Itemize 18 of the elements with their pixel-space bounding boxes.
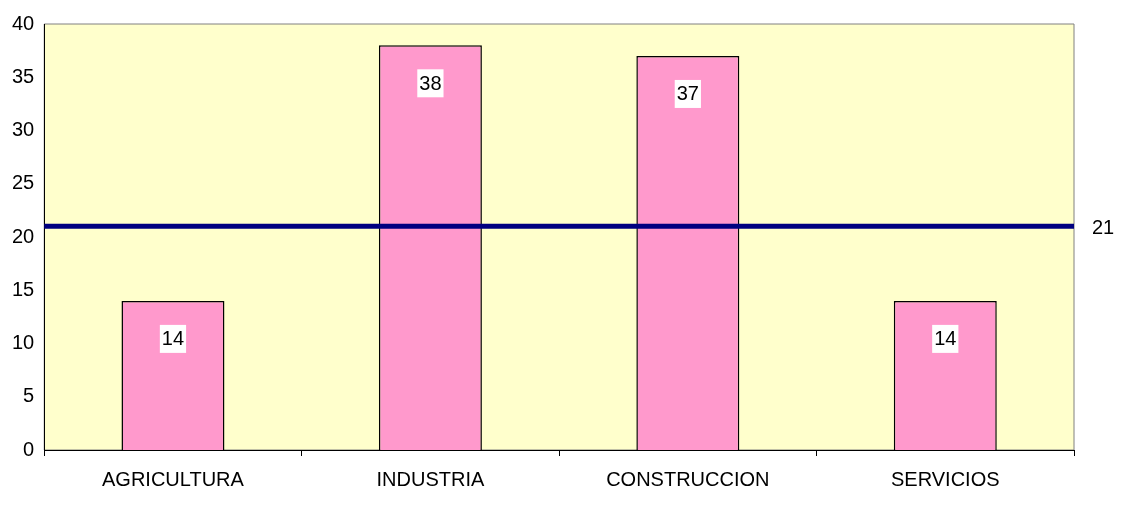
y-tick-label: 30 — [12, 118, 35, 141]
y-tick-label: 5 — [23, 384, 35, 407]
x-tick-label: SERVICIOS — [891, 467, 1000, 490]
x-tick-label: AGRICULTURA — [102, 467, 245, 490]
data-label: 37 — [676, 82, 699, 105]
ref-line-label: 21 — [1092, 215, 1115, 238]
y-tick-label: 15 — [12, 277, 35, 300]
x-tick-label: CONSTRUCCION — [606, 467, 770, 490]
data-label: 14 — [934, 327, 957, 350]
data-label: 14 — [161, 327, 185, 350]
data-label: 38 — [419, 71, 442, 94]
y-tick-label: 20 — [12, 224, 35, 247]
x-tick-label: INDUSTRIA — [376, 467, 485, 490]
y-tick-label: 25 — [12, 171, 35, 194]
y-tick-label: 0 — [23, 437, 35, 460]
y-tick-label: 10 — [12, 331, 35, 354]
y-tick-label: 35 — [12, 64, 35, 87]
y-tick-label: 40 — [12, 11, 35, 34]
